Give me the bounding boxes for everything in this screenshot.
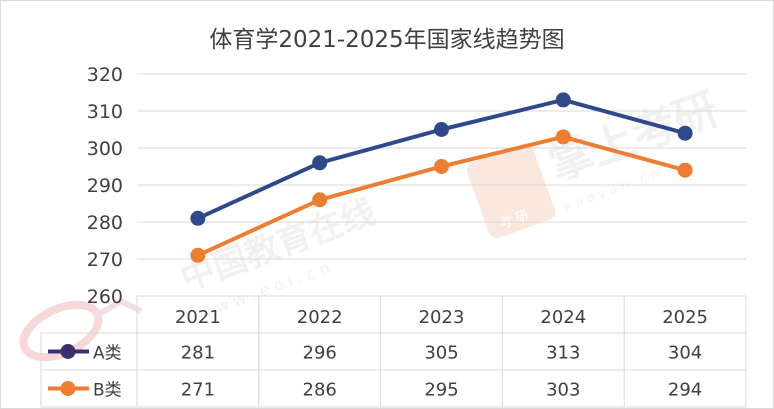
table-value: 304 [668, 343, 702, 364]
table-value: 271 [181, 380, 215, 401]
table-value: 286 [303, 380, 337, 401]
y-tick-label: 320 [87, 64, 123, 86]
data-point [312, 192, 328, 208]
y-tick-label: 280 [87, 212, 123, 234]
table-value: 313 [546, 343, 580, 364]
data-point [190, 247, 206, 263]
data-point [190, 210, 206, 226]
category-label: 2024 [540, 307, 586, 328]
chart-title: 体育学2021-2025年国家线趋势图 [209, 27, 564, 53]
category-label: 2021 [175, 307, 221, 328]
data-point [434, 159, 449, 174]
data-point [677, 125, 693, 141]
y-tick-label: 300 [87, 138, 123, 160]
category-label: 2022 [297, 307, 343, 328]
table-value: 303 [546, 380, 580, 401]
kaoyan-badge-icon: 考 研 [466, 143, 556, 239]
table-value: 305 [424, 343, 458, 364]
data-table: 2021 2022 2023 2024 2025 A类 281 296 305 313 304 B类 2… [40, 295, 747, 408]
table-value: 295 [424, 380, 458, 401]
grid-lines [137, 73, 746, 297]
category-label: 2023 [419, 307, 465, 328]
y-tick-label: 310 [87, 101, 123, 123]
y-tick-label: 290 [87, 175, 123, 197]
series-lines [190, 92, 693, 263]
table-value: 281 [181, 343, 215, 364]
data-point [434, 122, 449, 137]
y-tick-label: 270 [87, 249, 123, 271]
table-value: 294 [668, 380, 702, 401]
data-point [312, 155, 328, 171]
legend-label-1: A类 [93, 344, 122, 364]
data-point [555, 92, 571, 108]
legend-marker-1 [60, 344, 76, 359]
legend-marker-2 [60, 381, 76, 396]
y-tick-label: 260 [87, 286, 123, 308]
data-point [677, 162, 693, 178]
legend-label-2: B类 [93, 381, 122, 401]
data-point [555, 129, 571, 145]
y-axis-ticks: 260 270 280 290 300 310 320 [87, 64, 123, 308]
table-value: 296 [303, 343, 337, 364]
category-label: 2025 [662, 307, 708, 328]
